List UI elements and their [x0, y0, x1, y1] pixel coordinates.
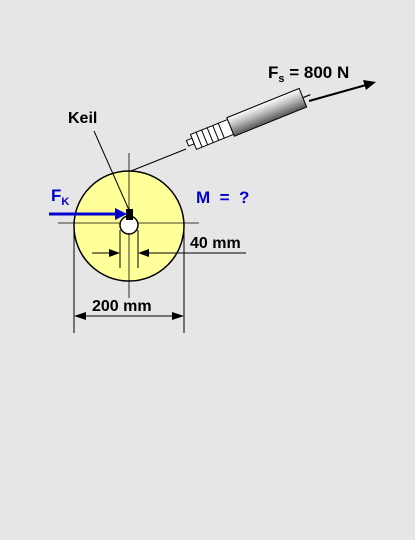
dim-40-arrow-right — [138, 249, 149, 257]
dim-200-arrow-right — [172, 312, 184, 320]
dim-40-label: 40 mm — [190, 235, 241, 252]
keil-leader — [93, 130, 130, 211]
fs-arrow — [308, 84, 367, 102]
dim-40-arrow-left — [109, 249, 120, 257]
dim-200-label: 200 mm — [92, 298, 152, 315]
fk-arrowhead — [115, 208, 127, 220]
cord — [130, 148, 187, 172]
key — [126, 209, 133, 220]
spring-scale — [185, 87, 311, 150]
dim-200-arrow-left — [74, 312, 86, 320]
fs-label: Fs = 800 N — [268, 63, 349, 85]
keil-label: Keil — [68, 110, 97, 127]
fk-label: FK — [51, 186, 69, 208]
fs-arrowhead — [363, 80, 376, 90]
moment-label: M = ? — [196, 188, 249, 207]
